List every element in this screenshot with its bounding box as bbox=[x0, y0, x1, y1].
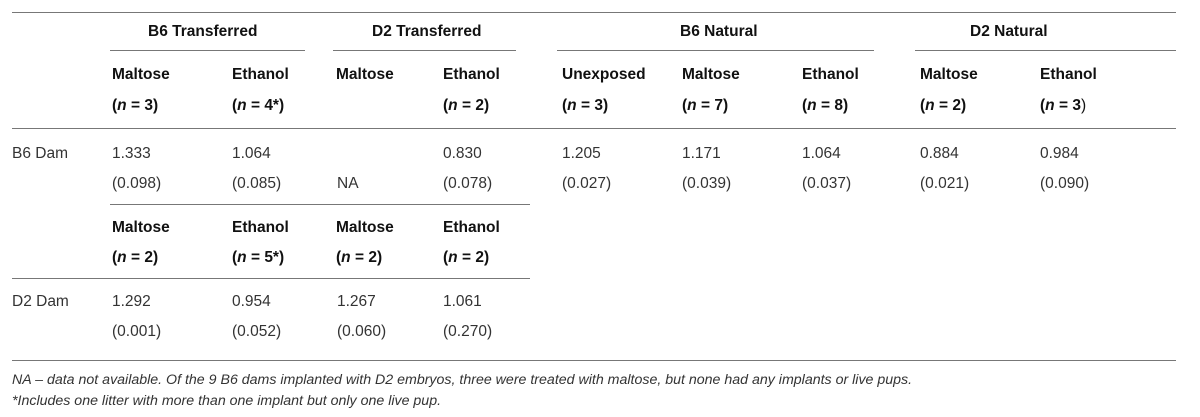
b6-dam-mean-b6t-maltose: 1.333 bbox=[112, 145, 151, 162]
block2-header-rule bbox=[12, 278, 530, 279]
b6-dam-sd-d2t-ethanol: (0.078) bbox=[443, 175, 493, 192]
d2-dam-mean-1: 1.292 bbox=[112, 293, 151, 310]
col-header-b6n-maltose: Maltose bbox=[682, 66, 740, 83]
group-rule-d2-transferred bbox=[333, 50, 516, 51]
header-bottom-rule bbox=[12, 128, 1176, 129]
b6-dam-sd-b6n-unexposed: (0.027) bbox=[562, 175, 612, 192]
b6-dam-mean-b6n-ethanol: 1.064 bbox=[802, 145, 841, 162]
col-n-d2t-ethanol: (n = 2) bbox=[443, 97, 490, 114]
b2-col-header-ethanol-1: Ethanol bbox=[232, 219, 289, 236]
b6-dam-sd-b6n-maltose: (0.039) bbox=[682, 175, 732, 192]
b6-dam-sd-b6t-maltose: (0.098) bbox=[112, 175, 162, 192]
group-rule-b6-transferred bbox=[110, 50, 305, 51]
b6-dam-mean-b6t-ethanol: 1.064 bbox=[232, 145, 271, 162]
d2-dam-mean-4: 1.061 bbox=[443, 293, 482, 310]
b2-col-n-maltose-2: (n = 2) bbox=[336, 249, 383, 266]
col-n-d2n-ethanol: (n = 3) bbox=[1040, 97, 1087, 114]
col-n-b6t-ethanol: (n = 4*) bbox=[232, 97, 285, 114]
col-header-d2n-maltose: Maltose bbox=[920, 66, 978, 83]
row-label-b6-dam: B6 Dam bbox=[12, 145, 68, 162]
row-label-d2-dam: D2 Dam bbox=[12, 293, 69, 310]
col-n-b6n-unexposed: (n = 3) bbox=[562, 97, 609, 114]
b6-dam-mean-b6n-maltose: 1.171 bbox=[682, 145, 721, 162]
table-bottom-rule bbox=[12, 360, 1176, 361]
b6-dam-sd-b6t-ethanol: (0.085) bbox=[232, 175, 282, 192]
col-header-d2t-ethanol: Ethanol bbox=[443, 66, 500, 83]
group-header-b6-natural: B6 Natural bbox=[680, 23, 758, 40]
b6-dam-mean-d2t-ethanol: 0.830 bbox=[443, 145, 482, 162]
table-top-rule bbox=[12, 12, 1176, 13]
b2-col-header-maltose-1: Maltose bbox=[112, 219, 170, 236]
b6-dam-sd-d2n-ethanol: (0.090) bbox=[1040, 175, 1090, 192]
col-header-b6n-ethanol: Ethanol bbox=[802, 66, 859, 83]
d2-dam-mean-2: 0.954 bbox=[232, 293, 271, 310]
group-header-b6-transferred: B6 Transferred bbox=[148, 23, 258, 40]
col-header-b6t-maltose: Maltose bbox=[112, 66, 170, 83]
col-n-b6t-maltose: (n = 3) bbox=[112, 97, 159, 114]
b2-col-header-maltose-2: Maltose bbox=[336, 219, 394, 236]
b6-dam-mean-d2n-ethanol: 0.984 bbox=[1040, 145, 1079, 162]
d2-dam-mean-3: 1.267 bbox=[337, 293, 376, 310]
group-rule-d2-natural bbox=[915, 50, 1176, 51]
col-n-d2n-maltose: (n = 2) bbox=[920, 97, 967, 114]
d2-dam-sd-3: (0.060) bbox=[337, 323, 387, 340]
b2-col-n-ethanol-2: (n = 2) bbox=[443, 249, 490, 266]
col-header-d2n-ethanol: Ethanol bbox=[1040, 66, 1097, 83]
col-n-b6n-maltose: (n = 7) bbox=[682, 97, 729, 114]
col-header-b6t-ethanol: Ethanol bbox=[232, 66, 289, 83]
b6-dam-sd-b6n-ethanol: (0.037) bbox=[802, 175, 852, 192]
col-n-b6n-ethanol: (n = 8) bbox=[802, 97, 849, 114]
b2-col-n-ethanol-1: (n = 5*) bbox=[232, 249, 285, 266]
d2-dam-sd-4: (0.270) bbox=[443, 323, 493, 340]
b2-col-header-ethanol-2: Ethanol bbox=[443, 219, 500, 236]
col-header-b6n-unexposed: Unexposed bbox=[562, 66, 646, 83]
footnote-star: *Includes one litter with more than one … bbox=[12, 393, 442, 409]
block2-top-rule bbox=[110, 204, 530, 205]
col-header-d2t-maltose: Maltose bbox=[336, 66, 394, 83]
b6-dam-mean-d2n-maltose: 0.884 bbox=[920, 145, 959, 162]
b2-col-n-maltose-1: (n = 2) bbox=[112, 249, 159, 266]
group-rule-b6-natural bbox=[557, 50, 874, 51]
d2-dam-sd-2: (0.052) bbox=[232, 323, 282, 340]
b6-dam-mean-b6n-unexposed: 1.205 bbox=[562, 145, 601, 162]
group-header-d2-transferred: D2 Transferred bbox=[372, 23, 482, 40]
d2-dam-sd-1: (0.001) bbox=[112, 323, 162, 340]
b6-dam-sd-d2n-maltose: (0.021) bbox=[920, 175, 970, 192]
b6-dam-sd-d2t-maltose: NA bbox=[337, 175, 359, 192]
footnote-na: NA – data not available. Of the 9 B6 dam… bbox=[12, 372, 913, 388]
group-header-d2-natural: D2 Natural bbox=[970, 23, 1048, 40]
